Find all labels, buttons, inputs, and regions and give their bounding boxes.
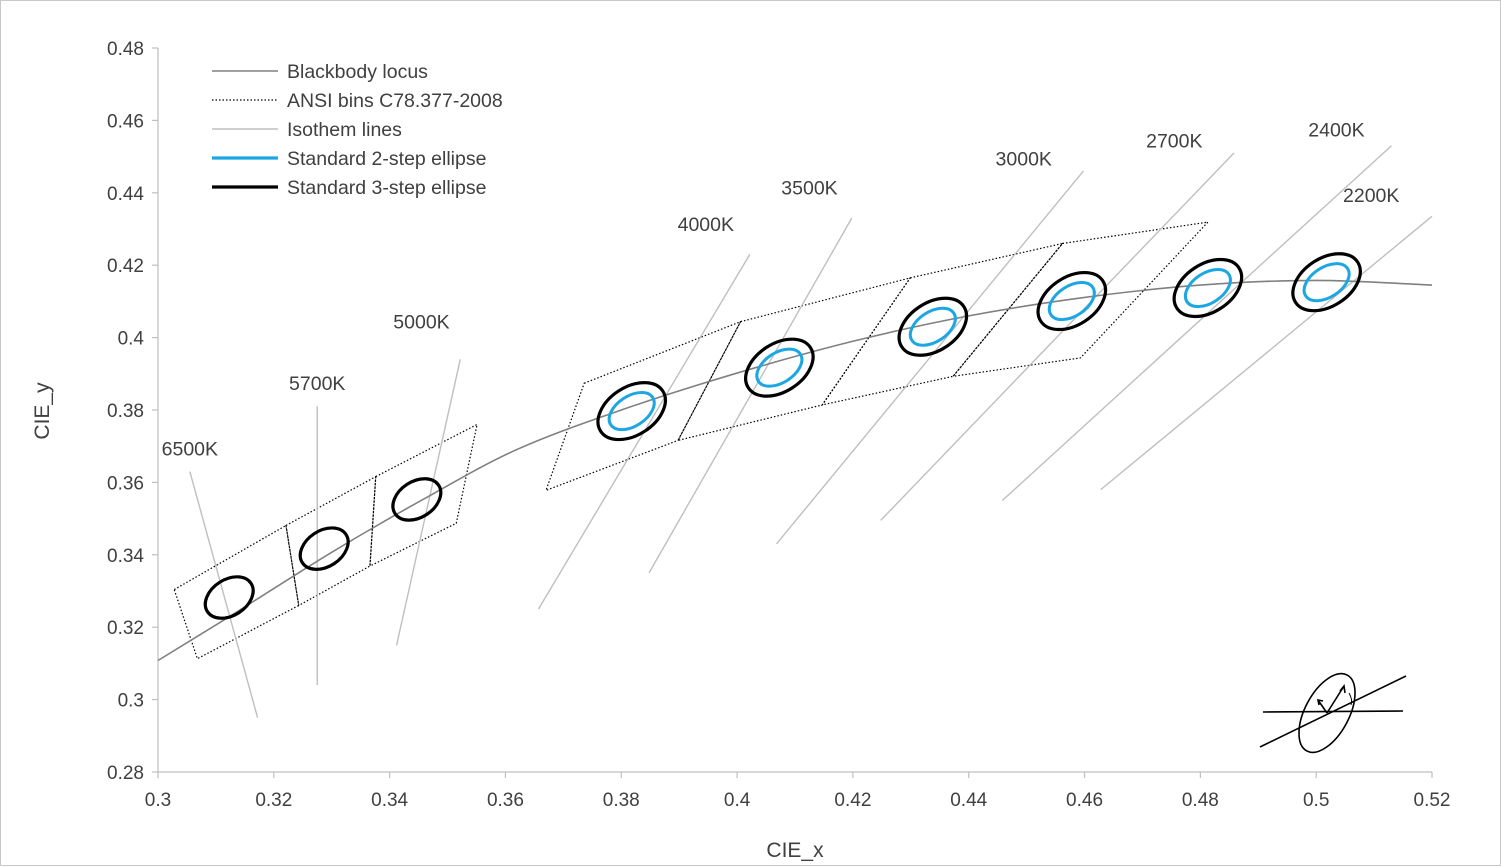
isotherm-line-5000k bbox=[395, 359, 461, 646]
three-step-ellipses-group bbox=[203, 252, 1362, 620]
blackbody-locus-group bbox=[157, 279, 1433, 662]
cct-label-2200k: 2200K bbox=[1343, 185, 1399, 207]
x-tick-label: 0.34 bbox=[371, 790, 408, 811]
two-step-ellipse-3500k bbox=[755, 347, 804, 388]
y-tick-label: 0.34 bbox=[107, 546, 144, 567]
y-tick-label: 0.3 bbox=[118, 691, 144, 712]
two-step-ellipses-group bbox=[607, 262, 1351, 432]
x-tick-label: 0.3 bbox=[145, 790, 171, 811]
cct-label-6500k: 6500K bbox=[162, 438, 218, 460]
y-tick-label: 0.46 bbox=[107, 111, 144, 132]
y-tick-label: 0.38 bbox=[107, 401, 144, 422]
two-step-ellipse-2400k bbox=[1183, 267, 1232, 309]
cct-label-3000k: 3000K bbox=[996, 149, 1052, 171]
legend: Blackbody locus ANSI bins C78.377-2008 Iso… bbox=[212, 61, 503, 199]
x-tick-label: 0.5 bbox=[1303, 790, 1329, 811]
two-step-ellipse-2200k bbox=[1302, 262, 1351, 303]
cct-label-2400k: 2400K bbox=[1308, 120, 1364, 142]
y-tick-label: 0.48 bbox=[107, 39, 144, 60]
cct-label-2700k: 2700K bbox=[1146, 131, 1202, 153]
three-step-ellipse-2200k bbox=[1291, 252, 1362, 313]
cct-labels-group: 6500K 5700K 5000K 4000K 3500K 3000K 2700K 2400K… bbox=[162, 120, 1400, 461]
cct-label-4000k: 4000K bbox=[678, 214, 734, 236]
cct-label-5700k: 5700K bbox=[289, 373, 345, 395]
x-tick-label: 0.48 bbox=[1182, 790, 1219, 811]
ansi-bins-group bbox=[173, 221, 1210, 660]
isotherm-line-3000k bbox=[775, 170, 1084, 545]
legend-label: Standard 3-step ellipse bbox=[287, 177, 486, 199]
blackbody-locus-line bbox=[157, 279, 1433, 662]
ansi-bin-5700k bbox=[285, 475, 377, 607]
isotherm-line-2200k bbox=[1100, 215, 1433, 491]
two-step-ellipse-4000k bbox=[607, 391, 656, 432]
legend-label: Blackbody locus bbox=[287, 61, 428, 83]
axes-group: 0.3 0.32 0.34 0.36 0.38 0.4 0.42 0.44 0.46 0.48 0.… bbox=[107, 39, 1450, 811]
three-step-ellipse-4000k bbox=[596, 381, 667, 442]
ansi-bin-5000k bbox=[369, 423, 478, 568]
x-tick-label: 0.44 bbox=[950, 790, 987, 811]
three-step-ellipse-2700k bbox=[1036, 270, 1108, 332]
legend-label: Isothem lines bbox=[287, 119, 402, 141]
x-tick-label: 0.32 bbox=[255, 790, 292, 811]
y-axis-title: CIE_y bbox=[31, 382, 54, 440]
three-step-ellipse-5000k bbox=[391, 477, 443, 522]
isotherm-lines-group bbox=[189, 145, 1433, 718]
isotherm-line-3500k bbox=[648, 217, 853, 574]
two-step-ellipse-3000k bbox=[908, 306, 957, 347]
three-step-ellipse-3000k bbox=[897, 296, 969, 357]
ansi-bin-3000k bbox=[820, 242, 1065, 406]
two-step-ellipse-2700k bbox=[1047, 281, 1096, 322]
x-tick-label: 0.38 bbox=[603, 790, 640, 811]
three-step-ellipse-3500k bbox=[744, 337, 815, 398]
x-axis-title: CIE_x bbox=[766, 839, 824, 862]
x-tick-label: 0.4 bbox=[724, 790, 751, 811]
legend-label: Standard 2-step ellipse bbox=[287, 148, 486, 170]
y-tick-label: 0.32 bbox=[107, 618, 144, 639]
cct-label-3500k: 3500K bbox=[781, 178, 837, 200]
cct-label-5000k: 5000K bbox=[393, 312, 449, 334]
y-tick-label: 0.36 bbox=[107, 473, 144, 494]
y-tick-label: 0.44 bbox=[107, 184, 144, 205]
isotherm-line-2400k bbox=[1001, 145, 1392, 502]
three-step-ellipse-2400k bbox=[1172, 257, 1244, 319]
y-tick-label: 0.42 bbox=[107, 256, 144, 277]
ansi-bin-2700k bbox=[951, 221, 1210, 378]
three-step-ellipse-5700k bbox=[298, 526, 350, 571]
ansi-bin-3500k bbox=[676, 276, 912, 442]
ansi-bin-4000k bbox=[544, 320, 742, 492]
isotherm-line-2700k bbox=[880, 152, 1235, 521]
y-tick-label: 0.4 bbox=[118, 329, 145, 350]
y-tick-label: 0.28 bbox=[107, 763, 144, 784]
legend-label: ANSI bins C78.377-2008 bbox=[287, 90, 503, 112]
x-tick-label: 0.52 bbox=[1414, 790, 1451, 811]
isotherm-line-6500k bbox=[189, 471, 259, 718]
ellipse-parameter-diagram bbox=[1259, 672, 1407, 754]
x-tick-label: 0.42 bbox=[834, 790, 871, 811]
x-tick-label: 0.36 bbox=[487, 790, 524, 811]
three-step-ellipse-6500k bbox=[203, 575, 255, 620]
x-tick-label: 0.46 bbox=[1066, 790, 1103, 811]
